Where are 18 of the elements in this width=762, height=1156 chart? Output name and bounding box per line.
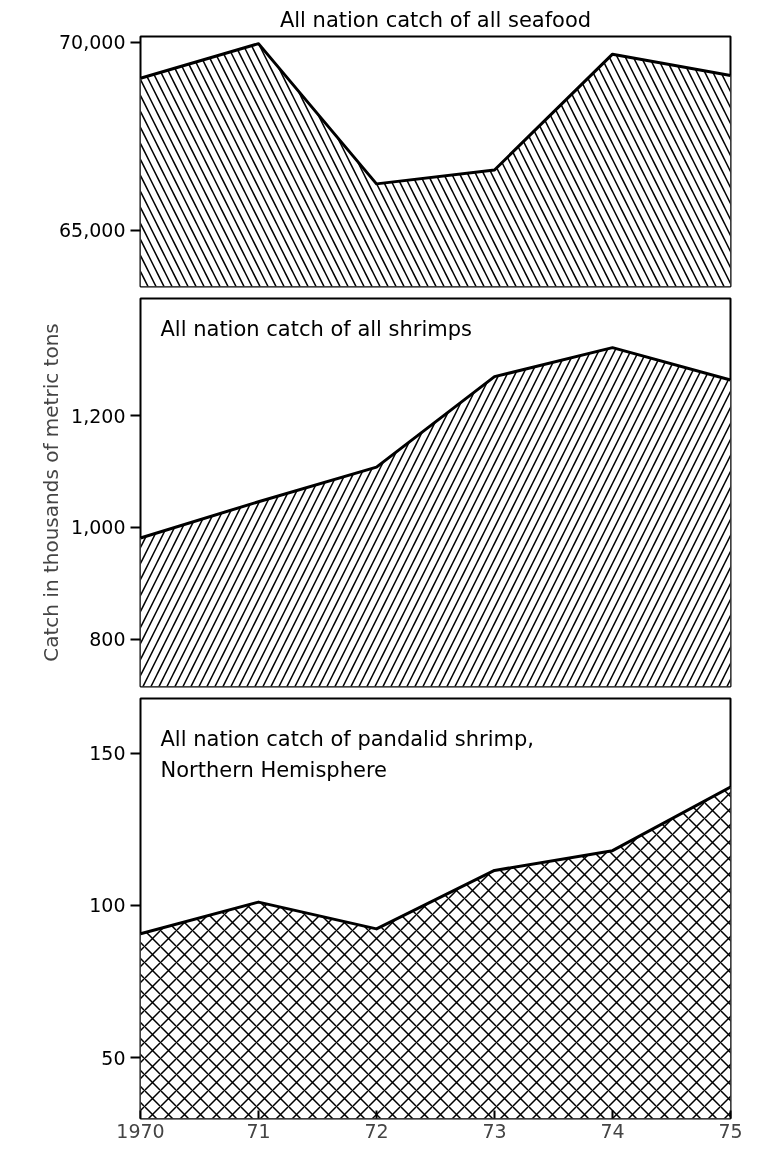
- chart-title: All nation catch of all seafood: [279, 7, 592, 32]
- y-tick-label: 65,000: [59, 219, 126, 242]
- y-tick-label: 50: [101, 1046, 126, 1069]
- y-tick-label: 100: [89, 894, 126, 917]
- y-tick-label: 70,000: [59, 31, 126, 54]
- text: All nation catch of all shrimps: [160, 316, 473, 341]
- y-tick-label: 1,000: [71, 516, 126, 539]
- x-tick-label: 72: [364, 1119, 389, 1142]
- x-tick-label: 73: [482, 1119, 507, 1142]
- y-axis-title: Catch in thousands of metric tons: [39, 323, 64, 662]
- text: All nation catch of pandalid shrimp, Northern Hemisphere: [160, 726, 534, 782]
- x-tick-label: 74: [600, 1119, 625, 1142]
- y-tick-label: 1,200: [71, 404, 126, 427]
- x-tick-label: 75: [718, 1119, 743, 1142]
- x-tick-label: 71: [246, 1119, 271, 1142]
- x-tick-label: 1970: [116, 1119, 165, 1142]
- y-tick-label: 800: [89, 628, 126, 651]
- y-tick-label: 150: [89, 742, 126, 765]
